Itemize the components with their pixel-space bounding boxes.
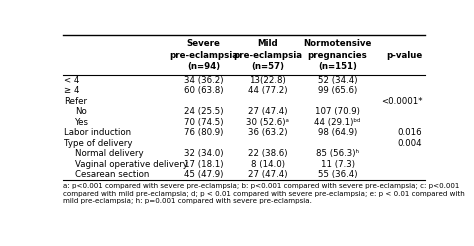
Text: 70 (74.5): 70 (74.5) xyxy=(184,118,223,127)
Text: < 4: < 4 xyxy=(64,76,80,85)
Text: Type of delivery: Type of delivery xyxy=(64,139,133,148)
Text: ≥ 4: ≥ 4 xyxy=(64,86,80,95)
Text: Normotensive
pregnancies
(n=151): Normotensive pregnancies (n=151) xyxy=(303,40,372,71)
Text: 8 (14.0): 8 (14.0) xyxy=(251,160,285,169)
Text: 60 (63.8): 60 (63.8) xyxy=(184,86,223,95)
Text: Severe
pre-eclampsia
(n=94): Severe pre-eclampsia (n=94) xyxy=(169,40,238,71)
Text: a: p<0.001 compared with severe pre-eclampsia; b: p<0.001 compared with severe p: a: p<0.001 compared with severe pre-ecla… xyxy=(63,183,465,204)
Text: Vaginal operative delivery: Vaginal operative delivery xyxy=(75,160,188,169)
Text: 34 (36.2): 34 (36.2) xyxy=(184,76,223,85)
Text: Yes: Yes xyxy=(75,118,89,127)
Text: Cesarean section: Cesarean section xyxy=(75,170,149,179)
Text: 17 (18.1): 17 (18.1) xyxy=(184,160,223,169)
Text: 24 (25.5): 24 (25.5) xyxy=(184,107,223,116)
Text: 30 (52.6)ᵃ: 30 (52.6)ᵃ xyxy=(246,118,289,127)
Text: 98 (64.9): 98 (64.9) xyxy=(318,128,357,137)
Text: 0.004: 0.004 xyxy=(398,139,422,148)
Text: No: No xyxy=(75,107,86,116)
Text: 99 (65.6): 99 (65.6) xyxy=(318,86,357,95)
Text: 32 (34.0): 32 (34.0) xyxy=(184,149,223,158)
Text: 44 (77.2): 44 (77.2) xyxy=(248,86,287,95)
Text: 27 (47.4): 27 (47.4) xyxy=(248,107,287,116)
Text: 85 (56.3)ʰ: 85 (56.3)ʰ xyxy=(316,149,359,158)
Text: Normal delivery: Normal delivery xyxy=(75,149,143,158)
Text: 45 (47.9): 45 (47.9) xyxy=(184,170,223,179)
Text: 55 (36.4): 55 (36.4) xyxy=(318,170,357,179)
Text: 13(22.8): 13(22.8) xyxy=(249,76,286,85)
Text: 36 (63.2): 36 (63.2) xyxy=(248,128,287,137)
Text: 22 (38.6): 22 (38.6) xyxy=(248,149,287,158)
Text: Labor induction: Labor induction xyxy=(64,128,131,137)
Text: 0.016: 0.016 xyxy=(398,128,422,137)
Text: 27 (47.4): 27 (47.4) xyxy=(248,170,287,179)
Text: Mild
pre-eclampsia
(n=57): Mild pre-eclampsia (n=57) xyxy=(233,40,302,71)
Text: Refer: Refer xyxy=(64,97,87,106)
Text: 44 (29.1)ᵇᵈ: 44 (29.1)ᵇᵈ xyxy=(314,118,361,127)
Text: <0.0001*: <0.0001* xyxy=(381,97,422,106)
Text: 107 (70.9): 107 (70.9) xyxy=(315,107,360,116)
Text: 11 (7.3): 11 (7.3) xyxy=(320,160,355,169)
Text: 52 (34.4): 52 (34.4) xyxy=(318,76,357,85)
Text: p-value: p-value xyxy=(386,51,422,60)
Text: 76 (80.9): 76 (80.9) xyxy=(184,128,223,137)
